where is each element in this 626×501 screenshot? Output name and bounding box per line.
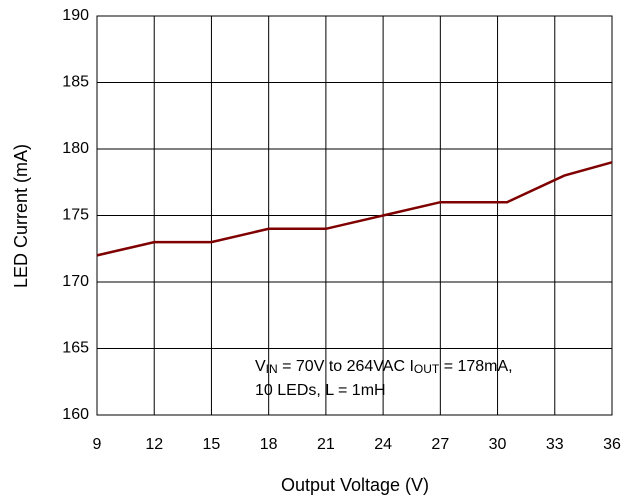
y-tick-label: 190 [62, 7, 89, 24]
annotation-part: V [255, 358, 266, 375]
x-tick-label: 36 [603, 436, 621, 453]
x-axis-label: Output Voltage (V) [281, 475, 429, 495]
x-tick-label: 33 [546, 436, 564, 453]
x-tick-label: 30 [489, 436, 507, 453]
y-tick-label: 185 [62, 74, 89, 91]
x-tick-label: 18 [260, 436, 278, 453]
plot-frame [96, 15, 613, 416]
y-tick-label: 180 [62, 140, 89, 157]
x-tick-label: 21 [317, 436, 335, 453]
annotation-subscript: IN [266, 362, 278, 376]
y-tick-label: 170 [62, 273, 89, 290]
x-tick-label: 12 [145, 436, 163, 453]
y-tick-label: 160 [62, 406, 89, 423]
annotation-part: = 70V to 264VAC I [278, 358, 414, 375]
y-tick-label: 175 [62, 207, 89, 224]
x-tick-label: 27 [431, 436, 449, 453]
x-tick-label: 9 [93, 436, 102, 453]
data-line [96, 161, 613, 257]
annotation-subscript: OUT [414, 362, 440, 376]
y-axis-label: LED Current (mA) [11, 144, 31, 288]
annotation-line: VIN = 70V to 264VAC IOUT = 178mA, [255, 358, 513, 376]
annotation-line: 10 LEDs, L = 1mH [255, 382, 386, 399]
annotation-part: = 178mA, [439, 358, 512, 375]
x-tick-label: 24 [374, 436, 392, 453]
y-tick-label: 165 [62, 340, 89, 357]
x-tick-label: 15 [203, 436, 221, 453]
